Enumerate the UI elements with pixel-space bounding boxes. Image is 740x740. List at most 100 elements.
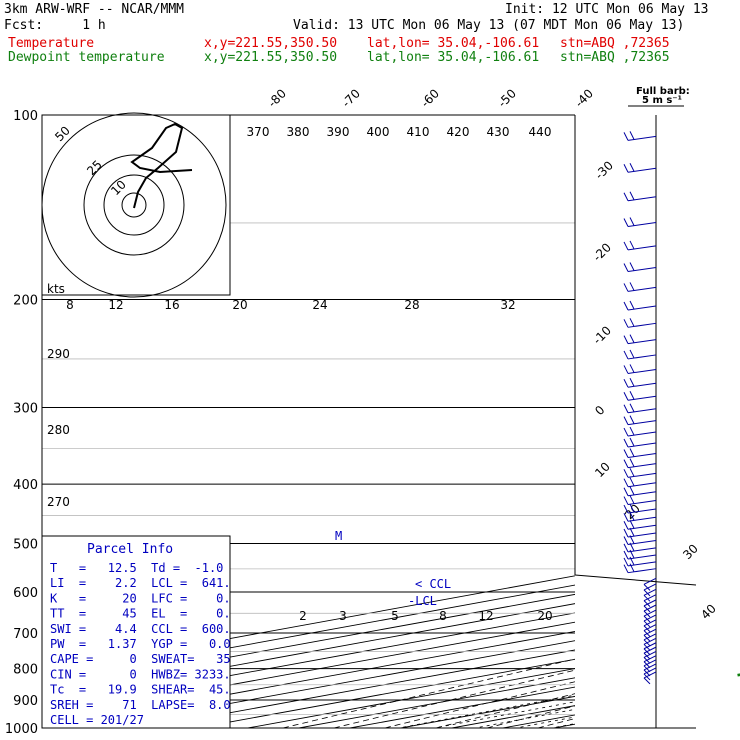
pressure-tick-label: 600 [13, 586, 38, 601]
wind-barb-flag [623, 164, 629, 173]
isotherm-line [42, 575, 575, 674]
wind-barb-shaft [643, 624, 657, 631]
wind-barb-flag [629, 334, 635, 343]
wind-barb-flag [623, 504, 629, 514]
isotherm-line [42, 584, 575, 683]
wind-barb-flag [643, 605, 651, 613]
pressure-tick-label: 300 [13, 401, 38, 416]
wind-barb-flag [629, 512, 635, 521]
mixing-ratio-label: 3 [339, 609, 347, 623]
valid-time: Valid: 13 UTC Mon 06 May 13 (07 MDT Mon … [293, 18, 685, 33]
mixing-ratio-line [398, 694, 575, 728]
init-time: Init: 12 UTC Mon 06 May 13 [505, 2, 709, 17]
wind-barb-shaft [627, 561, 657, 567]
wind-barb-shaft [627, 286, 657, 292]
isotherm-line [605, 115, 740, 728]
wind-barb [623, 520, 657, 530]
wind-barb-shaft [627, 245, 657, 251]
hodograph-speed-tick: 24 [312, 298, 327, 312]
wind-barb-flag [629, 403, 635, 412]
wind-barb [643, 667, 657, 681]
theta-label: 420 [447, 125, 470, 139]
wind-barb-flag [629, 415, 635, 424]
wind-barb-flag [623, 132, 629, 141]
wind-barb-shaft [643, 667, 657, 675]
isotherm-top-label: -50 [495, 86, 519, 110]
mixing-ratio-label: 20 [537, 609, 552, 623]
theta-label: 370 [247, 125, 270, 139]
wind-barb [623, 349, 657, 360]
theta-label: 410 [407, 125, 430, 139]
pressure-tick-label: 100 [13, 109, 38, 124]
hodograph-speed-tick: 16 [164, 298, 179, 312]
dry-adiabat-line [486, 705, 575, 728]
wind-barb-flag [623, 536, 629, 545]
forecast-hour: Fcst: 1 h [4, 18, 106, 33]
wind-barb [643, 650, 657, 664]
wind-barb-flag [643, 594, 651, 602]
wind-barb [623, 240, 657, 251]
parcel-info-row: LI = 2.2 LCL = 641. [50, 576, 231, 590]
isotherm-right-label: 40 [698, 601, 719, 622]
wind-barb-flag [623, 283, 629, 292]
isotherm-top-label: -80 [265, 86, 289, 110]
wind-barb-flag [629, 191, 635, 200]
wind-barb [643, 642, 657, 656]
wind-barb [643, 583, 657, 597]
wind-barb [623, 282, 657, 292]
wind-barb-flag [643, 600, 651, 608]
isotherm-line [196, 658, 575, 728]
wind-barb-flag [623, 301, 629, 311]
wind-barb-flag [629, 549, 635, 559]
dry-adiabat-line [282, 658, 575, 728]
wind-barb [643, 671, 657, 685]
hodograph-trace [130, 122, 193, 209]
wind-barb [643, 659, 657, 673]
wind-barb [623, 468, 657, 478]
theta-side-label: 270 [47, 495, 70, 509]
wind-barb-shaft [627, 167, 657, 173]
legend-dewpoint-latlon: lat,lon= 35.04,-106.61 [367, 50, 540, 65]
model-title: 3km ARW-WRF -- NCAR/MMM [4, 2, 185, 17]
isotherm-line [42, 612, 575, 711]
wind-barb-flag [623, 392, 629, 401]
wind-barb-shaft [627, 540, 657, 546]
isotherm-line [247, 668, 575, 728]
wind-barb-flag [629, 563, 635, 572]
wind-barb-flag [629, 527, 635, 537]
hodograph-speed-tick: 8 [66, 298, 74, 312]
wind-barb-flag [623, 564, 629, 573]
wind-barb-flag [623, 365, 629, 374]
wind-barb [623, 549, 657, 560]
wind-barb [623, 318, 657, 328]
wind-barb-flag [623, 550, 629, 560]
parcel-marker: M [335, 529, 342, 543]
wind-barb-shaft [627, 491, 657, 497]
wind-barb-shaft [643, 614, 657, 622]
hodograph-speed-tick: 12 [108, 298, 123, 312]
wind-barb-flag [629, 495, 635, 504]
wind-barb-flag [629, 217, 635, 226]
wind-barb-shaft [627, 482, 657, 488]
parcel-info-row: Tc = 19.9 SHEAR= 45. [50, 683, 231, 697]
pressure-tick-label: 500 [13, 537, 38, 552]
wind-barb-flag [623, 543, 629, 553]
legend-dewpoint-xy: x,y=221.55,350.50 [204, 50, 338, 65]
wind-barb-shaft [643, 628, 657, 636]
parcel-info-row: TT = 45 EL = 0. [50, 607, 231, 621]
wind-barb-flag [629, 542, 635, 552]
wind-barb [623, 527, 657, 538]
hodograph: 50 25 10 kts [41, 112, 231, 298]
wind-barb [623, 415, 657, 426]
isotherm-right-label: -30 [592, 158, 616, 182]
legend-dewpoint-station: stn=ABQ ,72365 [560, 50, 670, 65]
wind-barb-shaft [627, 472, 657, 478]
isotherm-line [42, 603, 575, 702]
wind-barb-flag [623, 218, 629, 227]
isotherm-line [349, 686, 575, 728]
wind-barb-shaft [627, 382, 657, 388]
wind-barb [643, 663, 657, 677]
theta-label: 400 [367, 125, 390, 139]
wind-barb [623, 556, 657, 567]
wind-barb-flag [629, 300, 635, 310]
